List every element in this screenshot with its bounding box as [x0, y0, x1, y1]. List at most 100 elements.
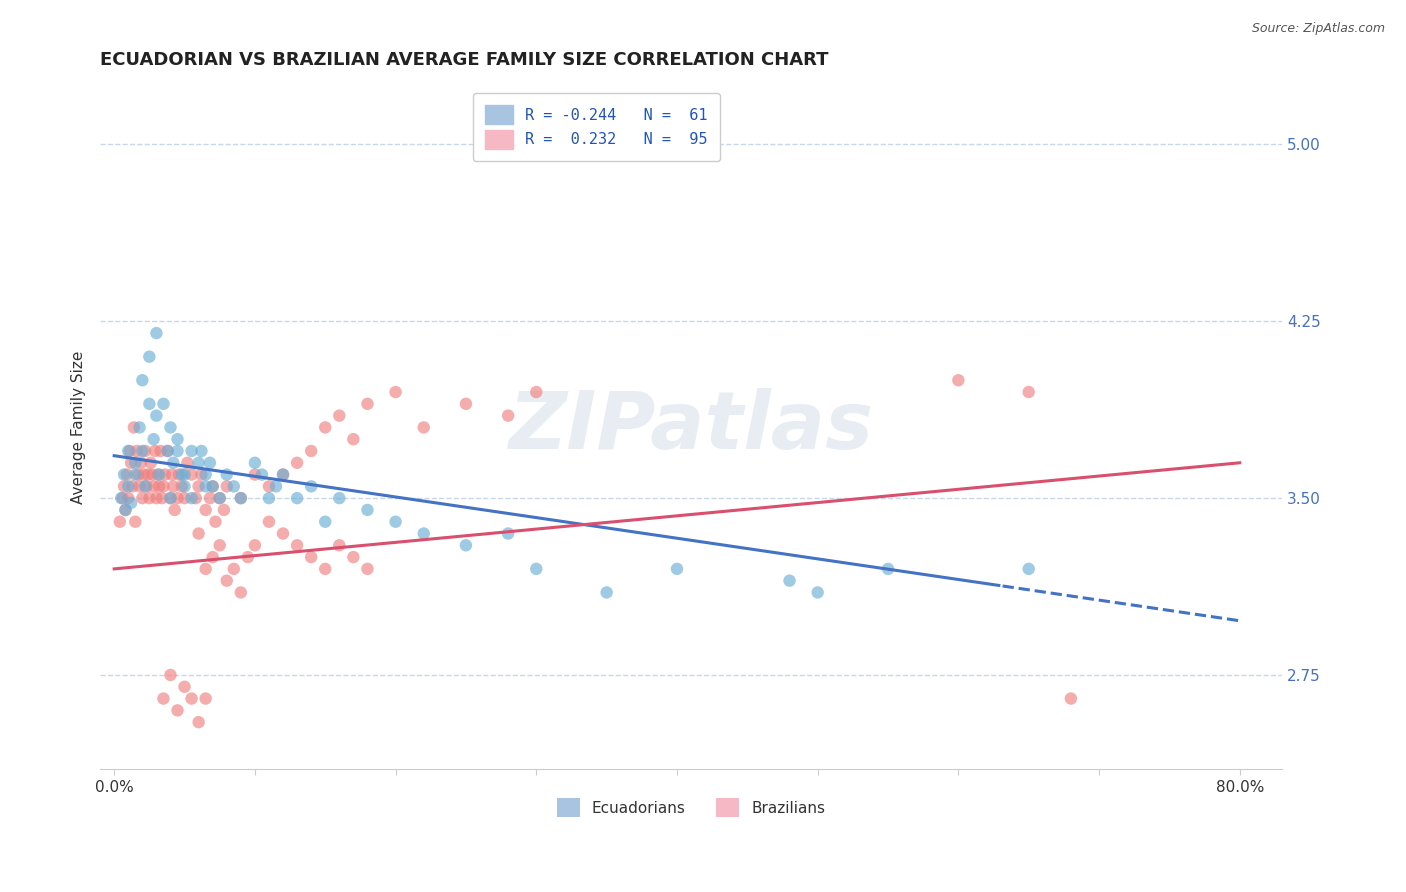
Point	[285, 538, 308, 552]
Point	[184, 491, 207, 505]
Point	[180, 491, 202, 505]
Point	[124, 456, 146, 470]
Point	[146, 467, 169, 482]
Point	[190, 444, 212, 458]
Point	[201, 479, 224, 493]
Point	[948, 373, 970, 387]
Point	[356, 397, 378, 411]
Point	[132, 467, 155, 482]
Point	[124, 467, 146, 482]
Point	[454, 397, 477, 411]
Point	[159, 420, 181, 434]
Point	[222, 562, 245, 576]
Point	[142, 479, 165, 493]
Point	[162, 479, 184, 493]
Point	[131, 491, 153, 505]
Point	[257, 515, 280, 529]
Point	[180, 691, 202, 706]
Point	[131, 444, 153, 458]
Point	[170, 479, 193, 493]
Point	[114, 503, 136, 517]
Point	[166, 432, 188, 446]
Point	[121, 479, 143, 493]
Point	[128, 479, 150, 493]
Point	[134, 479, 156, 493]
Point	[496, 526, 519, 541]
Point	[204, 515, 226, 529]
Point	[1018, 562, 1040, 576]
Point	[229, 491, 252, 505]
Point	[170, 467, 193, 482]
Point	[152, 691, 174, 706]
Point	[136, 467, 159, 482]
Point	[115, 467, 138, 482]
Point	[125, 444, 148, 458]
Point	[229, 491, 252, 505]
Point	[198, 491, 221, 505]
Point	[194, 562, 217, 576]
Point	[271, 467, 294, 482]
Point	[118, 444, 141, 458]
Point	[215, 479, 238, 493]
Point	[176, 456, 198, 470]
Point	[384, 515, 406, 529]
Point	[243, 467, 266, 482]
Point	[145, 409, 167, 423]
Point	[111, 491, 134, 505]
Point	[412, 526, 434, 541]
Point	[236, 550, 259, 565]
Point	[135, 479, 157, 493]
Point	[314, 420, 336, 434]
Point	[524, 385, 547, 400]
Point	[117, 479, 139, 493]
Point	[299, 550, 322, 565]
Point	[127, 467, 149, 482]
Point	[243, 538, 266, 552]
Y-axis label: Average Family Size: Average Family Size	[72, 351, 86, 504]
Point	[201, 550, 224, 565]
Point	[299, 479, 322, 493]
Point	[187, 456, 209, 470]
Point	[152, 397, 174, 411]
Text: ZIPatlas: ZIPatlas	[509, 388, 873, 467]
Point	[779, 574, 801, 588]
Point	[166, 491, 188, 505]
Point	[201, 479, 224, 493]
Point	[328, 409, 350, 423]
Point	[454, 538, 477, 552]
Point	[166, 444, 188, 458]
Point	[152, 479, 174, 493]
Point	[173, 467, 195, 482]
Point	[142, 432, 165, 446]
Point	[194, 503, 217, 517]
Point	[285, 491, 308, 505]
Point	[212, 503, 235, 517]
Point	[257, 479, 280, 493]
Point	[285, 456, 308, 470]
Point	[149, 444, 172, 458]
Point	[299, 444, 322, 458]
Point	[180, 444, 202, 458]
Point	[159, 491, 181, 505]
Point	[198, 456, 221, 470]
Point	[1018, 385, 1040, 400]
Point	[314, 515, 336, 529]
Point	[215, 467, 238, 482]
Point	[120, 456, 142, 470]
Point	[148, 467, 170, 482]
Point	[243, 456, 266, 470]
Point	[145, 326, 167, 340]
Point	[264, 479, 287, 493]
Point	[160, 467, 183, 482]
Point	[167, 467, 190, 482]
Point	[134, 444, 156, 458]
Point	[190, 467, 212, 482]
Text: ECUADORIAN VS BRAZILIAN AVERAGE FAMILY SIZE CORRELATION CHART: ECUADORIAN VS BRAZILIAN AVERAGE FAMILY S…	[100, 51, 828, 69]
Point	[877, 562, 900, 576]
Point	[173, 491, 195, 505]
Point	[180, 467, 202, 482]
Point	[120, 496, 142, 510]
Point	[110, 491, 132, 505]
Point	[208, 491, 231, 505]
Point	[229, 585, 252, 599]
